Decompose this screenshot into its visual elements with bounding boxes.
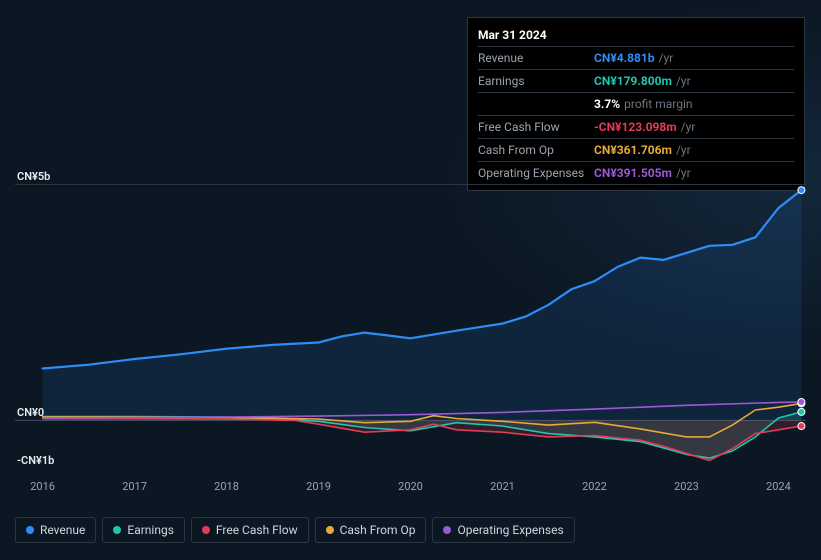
tooltip-row-label: Free Cash Flow [478,118,594,136]
tooltip-row: Free Cash Flow-CN¥123.098m/yr [478,115,794,138]
x-axis-tick: 2020 [398,480,423,493]
x-axis-tick: 2021 [490,480,515,493]
legend-item-label: Earnings [127,523,174,537]
tooltip-row-label: Revenue [478,49,594,67]
legend-item-cfo[interactable]: Cash From Op [315,517,427,543]
revenue-area [43,190,802,420]
tooltip-row-value: -CN¥123.098m [594,118,677,136]
tooltip-row-unit: /yr [681,118,696,136]
legend-item-opex[interactable]: Operating Expenses [432,517,574,543]
x-axis-tick: 2018 [214,480,239,493]
legend-dot-icon [326,526,334,534]
y-axis-label: CN¥5b [17,170,50,183]
tooltip-date: Mar 31 2024 [478,24,794,46]
opex-endpoint-marker [798,398,805,405]
tooltip-row: 3.7%profit margin [478,92,794,115]
legend-item-revenue[interactable]: Revenue [15,517,96,543]
tooltip-row-value: CN¥4.881b [594,49,655,67]
x-axis-tick: 2017 [122,480,147,493]
legend-item-label: Free Cash Flow [216,523,298,537]
x-axis-tick: 2019 [306,480,331,493]
y-axis-label: CN¥0 [17,406,44,419]
tooltip-row: RevenueCN¥4.881b/yr [478,46,794,69]
legend-item-earnings[interactable]: Earnings [102,517,185,543]
tooltip-row-unit: /yr [659,49,674,67]
legend-item-label: Operating Expenses [457,523,563,537]
legend-dot-icon [202,526,210,534]
x-axis-tick: 2016 [30,480,55,493]
x-axis-tick: 2024 [766,480,791,493]
legend-item-label: Revenue [40,523,85,537]
fcf-endpoint-marker [798,423,805,430]
chart-plot-area [15,175,806,477]
legend-item-fcf[interactable]: Free Cash Flow [191,517,309,543]
tooltip-row: EarningsCN¥179.800m/yr [478,69,794,92]
tooltip-row-subtext: profit margin [624,95,692,113]
revenue-endpoint-marker [798,187,805,194]
x-axis-tick: 2023 [674,480,699,493]
legend-dot-icon [113,526,121,534]
tooltip-row-value: CN¥179.800m [594,72,672,90]
legend-dot-icon [26,526,34,534]
financials-chart[interactable]: CN¥5b CN¥0 -CN¥1b 2016 2017 2018 2019 2020 2021… [15,155,806,495]
tooltip-row-unit: /yr [676,72,691,90]
chart-legend: Revenue Earnings Free Cash Flow Cash From O… [15,517,575,543]
tooltip-row-value: 3.7% [594,95,620,113]
chart-svg [15,175,806,477]
earnings-endpoint-marker [798,408,805,415]
tooltip-row-label: Earnings [478,72,594,90]
legend-item-label: Cash From Op [340,523,416,537]
y-axis-label: -CN¥1b [17,454,54,467]
x-axis-tick: 2022 [582,480,607,493]
legend-dot-icon [443,526,451,534]
